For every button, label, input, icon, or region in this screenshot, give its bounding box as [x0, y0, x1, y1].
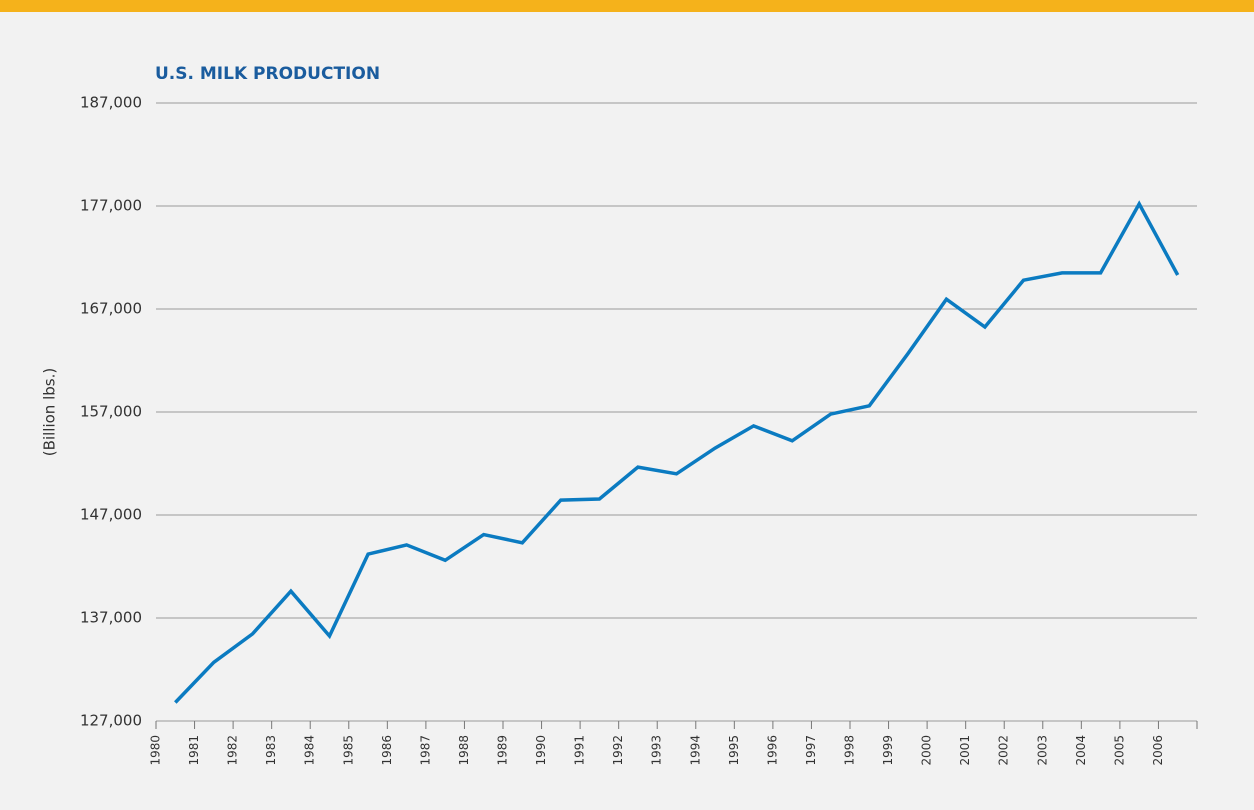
y-tick-label: 127,000: [80, 712, 142, 730]
x-tick-label: 1983: [264, 735, 278, 766]
data-line: [174, 200, 1180, 704]
x-tick-label: 1989: [496, 735, 510, 766]
x-tick-label: 2004: [1074, 735, 1088, 766]
y-tick-label: 177,000: [80, 197, 142, 215]
x-tick-label: 2005: [1112, 735, 1126, 766]
x-tick-label: 2001: [958, 735, 972, 766]
y-tick-label: 187,000: [80, 94, 142, 112]
y-tick-label: 147,000: [80, 506, 142, 524]
x-tick-label: 1985: [341, 735, 355, 766]
chart-title: U.S. MILK PRODUCTION: [155, 64, 380, 84]
x-tick-label: 2006: [1151, 735, 1165, 766]
x-tick-label: 1982: [226, 735, 240, 766]
x-tick-label: 1999: [881, 735, 895, 766]
chart-background: [0, 12, 1254, 810]
x-tick-label: 2000: [920, 735, 934, 766]
x-tick-label: 1994: [688, 735, 702, 766]
x-tick-label: 1993: [650, 735, 664, 766]
x-tick-label: 1988: [457, 735, 471, 766]
x-tick-label: 1980: [149, 735, 163, 766]
x-tick-label: 1990: [534, 735, 548, 766]
x-tick-label: 1986: [380, 735, 394, 766]
x-tick-label: 1987: [418, 735, 432, 766]
x-tick-label: 1981: [187, 735, 201, 766]
x-tick-label: 1997: [804, 735, 818, 766]
x-tick-label: 1998: [843, 735, 857, 766]
y-tick-label: 167,000: [80, 300, 142, 318]
x-tick-label: 2003: [1035, 735, 1049, 766]
x-tick-label: 1995: [727, 735, 741, 766]
y-tick-label: 137,000: [80, 609, 142, 627]
x-tick-label: 1991: [573, 735, 587, 766]
y-axis-label: (Billion lbs.): [41, 368, 59, 456]
x-tick-label: 1984: [303, 735, 317, 766]
x-tick-label: 1996: [765, 735, 779, 766]
x-tick-label: 2002: [997, 735, 1011, 766]
top-bar: [0, 0, 1254, 12]
y-tick-label: 157,000: [80, 403, 142, 421]
x-tick-label: 1992: [611, 735, 625, 766]
